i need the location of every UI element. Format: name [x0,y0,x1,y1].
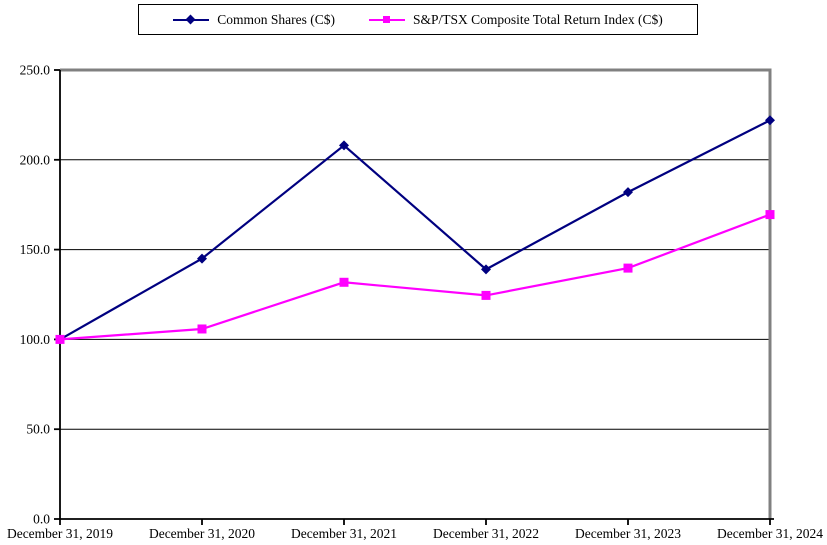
common-shares-marker [623,187,633,198]
tsx-index-marker [197,324,207,334]
tsx-index-marker [765,210,775,220]
x-tick-label: December 31, 2022 [433,526,539,541]
common-shares-marker [339,140,349,151]
legend-item-common-shares: Common Shares (C$) [173,12,335,28]
tsx-index-line [59,213,771,341]
y-tick-label: 50.0 [26,422,50,437]
y-tick-label: 100.0 [20,332,51,347]
y-tick-label: 0.0 [33,512,50,527]
common-shares-marker [481,264,491,275]
tsx-index-marker [55,334,65,344]
common-shares-marker [197,253,207,264]
y-tick-label: 250.0 [20,63,51,78]
x-tick-label: December 31, 2024 [717,526,823,541]
y-tick-label: 200.0 [20,152,51,167]
common-shares-marker [765,115,775,126]
legend-item-tsx-index: S&P/TSX Composite Total Return Index (C$… [369,12,663,28]
y-tick-label: 150.0 [20,242,51,257]
x-tick-label: December 31, 2021 [291,526,397,541]
legend-label-common-shares: Common Shares (C$) [217,11,336,27]
common-shares-line-diamond-icon [173,14,210,25]
x-tick-label: December 31, 2023 [575,526,681,541]
tsx-index-marker [339,277,349,287]
tsx-index-line-square-icon [369,14,406,25]
x-tick-label: December 31, 2020 [149,526,255,541]
tsx-index-marker [623,263,633,273]
tsx-index-marker [481,290,491,300]
legend-label-tsx-index: S&P/TSX Composite Total Return Index (C$… [413,11,663,27]
chart-legend: Common Shares (C$) S&P/TSX Composite Tot… [138,4,698,35]
square-marker-icon [383,16,391,23]
x-tick-label: December 31, 2019 [7,526,113,541]
common-shares-line [59,119,771,341]
